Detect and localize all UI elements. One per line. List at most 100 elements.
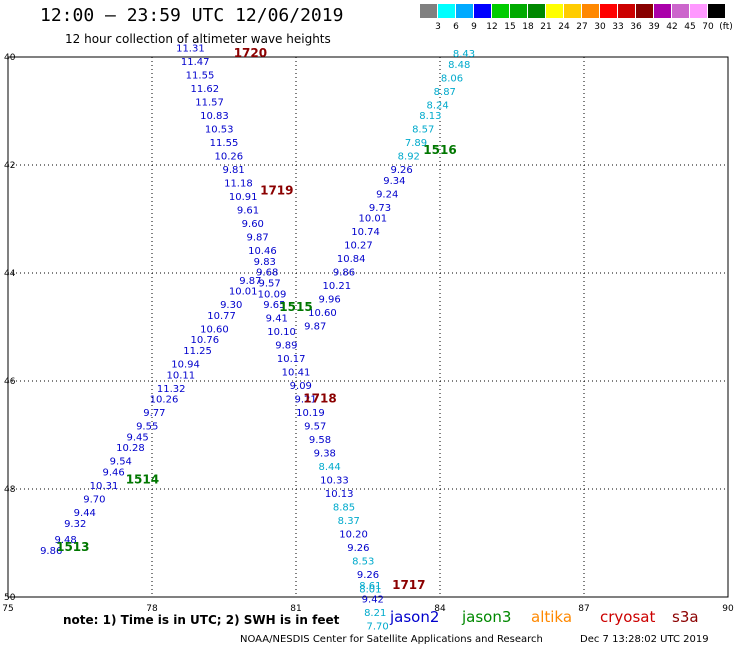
wave-height-reading: 9.61	[237, 206, 259, 217]
scale-swatch	[510, 4, 527, 18]
scale-label: 27	[576, 22, 588, 32]
wave-height-reading: 9.32	[64, 519, 86, 530]
lat-tick-label: 48	[4, 485, 16, 495]
wave-height-reading: 10.21	[322, 281, 351, 292]
wave-height-reading: 10.84	[337, 254, 366, 265]
wave-height-reading: 8.48	[448, 60, 470, 71]
wave-height-reading: 11.31	[176, 44, 205, 55]
lon-tick-label: 90	[722, 604, 734, 614]
scale-label: 39	[648, 22, 660, 32]
wave-height-reading: 9.73	[369, 203, 391, 214]
wave-height-reading: 9.81	[222, 165, 244, 176]
lon-tick-label: 78	[146, 604, 158, 614]
wave-height-reading: 8.06	[441, 73, 463, 84]
wave-height-reading: 9.30	[220, 300, 242, 311]
scale-label: 21	[540, 22, 552, 32]
scale-swatch	[438, 4, 455, 18]
wave-height-reading: 9.87	[304, 322, 326, 333]
wave-height-reading: 10.10	[267, 327, 296, 338]
satellite-name: altika	[531, 608, 573, 626]
wave-height-reading: 7.70	[366, 621, 388, 632]
wave-height-reading: 9.57	[258, 279, 280, 290]
wave-height-reading: 9.45	[126, 432, 148, 443]
wave-height-reading: 9.83	[254, 257, 276, 268]
wave-height-reading: 7.89	[405, 138, 427, 149]
wave-height-reading: 9.89	[275, 341, 297, 352]
wave-height-reading: 10.77	[207, 311, 236, 322]
wave-height-reading: 9.77	[143, 408, 165, 419]
wave-height-reading: 8.24	[426, 100, 448, 111]
wave-height-reading: 10.46	[248, 246, 277, 257]
wave-height-reading: 11.62	[190, 84, 219, 95]
wave-height-reading: 9.57	[304, 422, 326, 433]
scale-swatch	[456, 4, 473, 18]
scale-label: 12	[486, 22, 498, 32]
wave-height-reading: 9.86	[333, 268, 355, 279]
scale-label: 9	[471, 22, 477, 32]
scale-label: 30	[594, 22, 606, 32]
scale-swatch	[546, 4, 563, 18]
footer-note: note: 1) Time is in UTC; 2) SWH is in fe…	[63, 613, 340, 627]
wave-height-reading: 8.37	[338, 516, 360, 527]
wave-height-reading: 8.57	[412, 125, 434, 136]
wave-height-reading: 9.21	[294, 395, 316, 406]
scale-swatch	[582, 4, 599, 18]
scale-swatch	[690, 4, 707, 18]
satellite-name: cryosat	[600, 608, 656, 626]
wave-height-reading: 9.68	[256, 268, 278, 279]
pass-time-label: 1718	[303, 392, 336, 406]
pass-time-label: 1514	[126, 473, 159, 487]
satellite-name: s3a	[672, 608, 699, 626]
scale-swatch	[420, 4, 437, 18]
wave-height-reading: 11.32	[157, 384, 186, 395]
wave-height-reading: 9.24	[376, 189, 398, 200]
lon-tick-label: 84	[434, 604, 446, 614]
lat-tick-label: 50	[4, 593, 16, 603]
wave-height-reading: 10.26	[150, 395, 179, 406]
satellite-name: jason3	[462, 608, 512, 626]
pass-time-label: 1719	[260, 184, 293, 198]
wave-height-reading: 9.46	[102, 468, 124, 479]
wave-height-reading: 8.13	[419, 111, 441, 122]
wave-height-reading: 11.47	[181, 57, 210, 68]
wave-height-reading: 11.57	[195, 98, 224, 109]
wave-height-reading: 10.26	[214, 152, 243, 163]
scale-swatch	[618, 4, 635, 18]
wave-height-reading: 10.31	[90, 481, 119, 492]
scale-swatch	[492, 4, 509, 18]
scale-swatch	[672, 4, 689, 18]
wave-height-reading: 9.44	[74, 508, 96, 519]
wave-height-reading: 10.19	[296, 408, 325, 419]
lat-tick-label: 46	[4, 377, 16, 387]
wave-height-reading: 10.94	[171, 360, 200, 371]
wave-height-reading: 11.18	[224, 179, 253, 190]
wave-height-reading: 10.33	[320, 476, 349, 487]
wave-height-reading: 8.43	[453, 49, 475, 60]
wave-height-reading: 8.44	[318, 462, 340, 473]
scale-label: (ft)	[719, 22, 733, 32]
wave-height-reading: 8.85	[333, 503, 355, 514]
wave-height-reading: 9.26	[390, 165, 412, 176]
scale-label: 33	[612, 22, 624, 32]
wave-height-reading: 11.55	[186, 71, 215, 82]
wave-height-reading: 9.48	[54, 535, 76, 546]
wave-height-reading: 8.53	[352, 557, 374, 568]
wave-height-reading: 9.87	[239, 276, 261, 287]
satellite-name: jason2	[390, 608, 440, 626]
scale-swatch	[474, 4, 491, 18]
wave-height-reading: 10.27	[344, 241, 373, 252]
wave-height-reading: 10.74	[351, 227, 380, 238]
scale-swatch	[654, 4, 671, 18]
wave-height-reading: 9.86	[40, 546, 62, 557]
wave-height-reading: 10.28	[116, 443, 145, 454]
pass-time-label: 1717	[392, 578, 425, 592]
scale-label: 15	[504, 22, 516, 32]
lon-tick-label: 81	[290, 604, 301, 614]
wave-height-reading: 10.09	[258, 289, 287, 300]
wave-height-reading: 9.26	[357, 570, 379, 581]
wave-height-reading: 9.65	[263, 300, 285, 311]
generated-timestamp: Dec 7 13:28:02 UTC 2019	[580, 634, 709, 645]
wave-height-reading: 10.01	[229, 287, 258, 298]
wave-height-reading: 9.87	[246, 233, 268, 244]
